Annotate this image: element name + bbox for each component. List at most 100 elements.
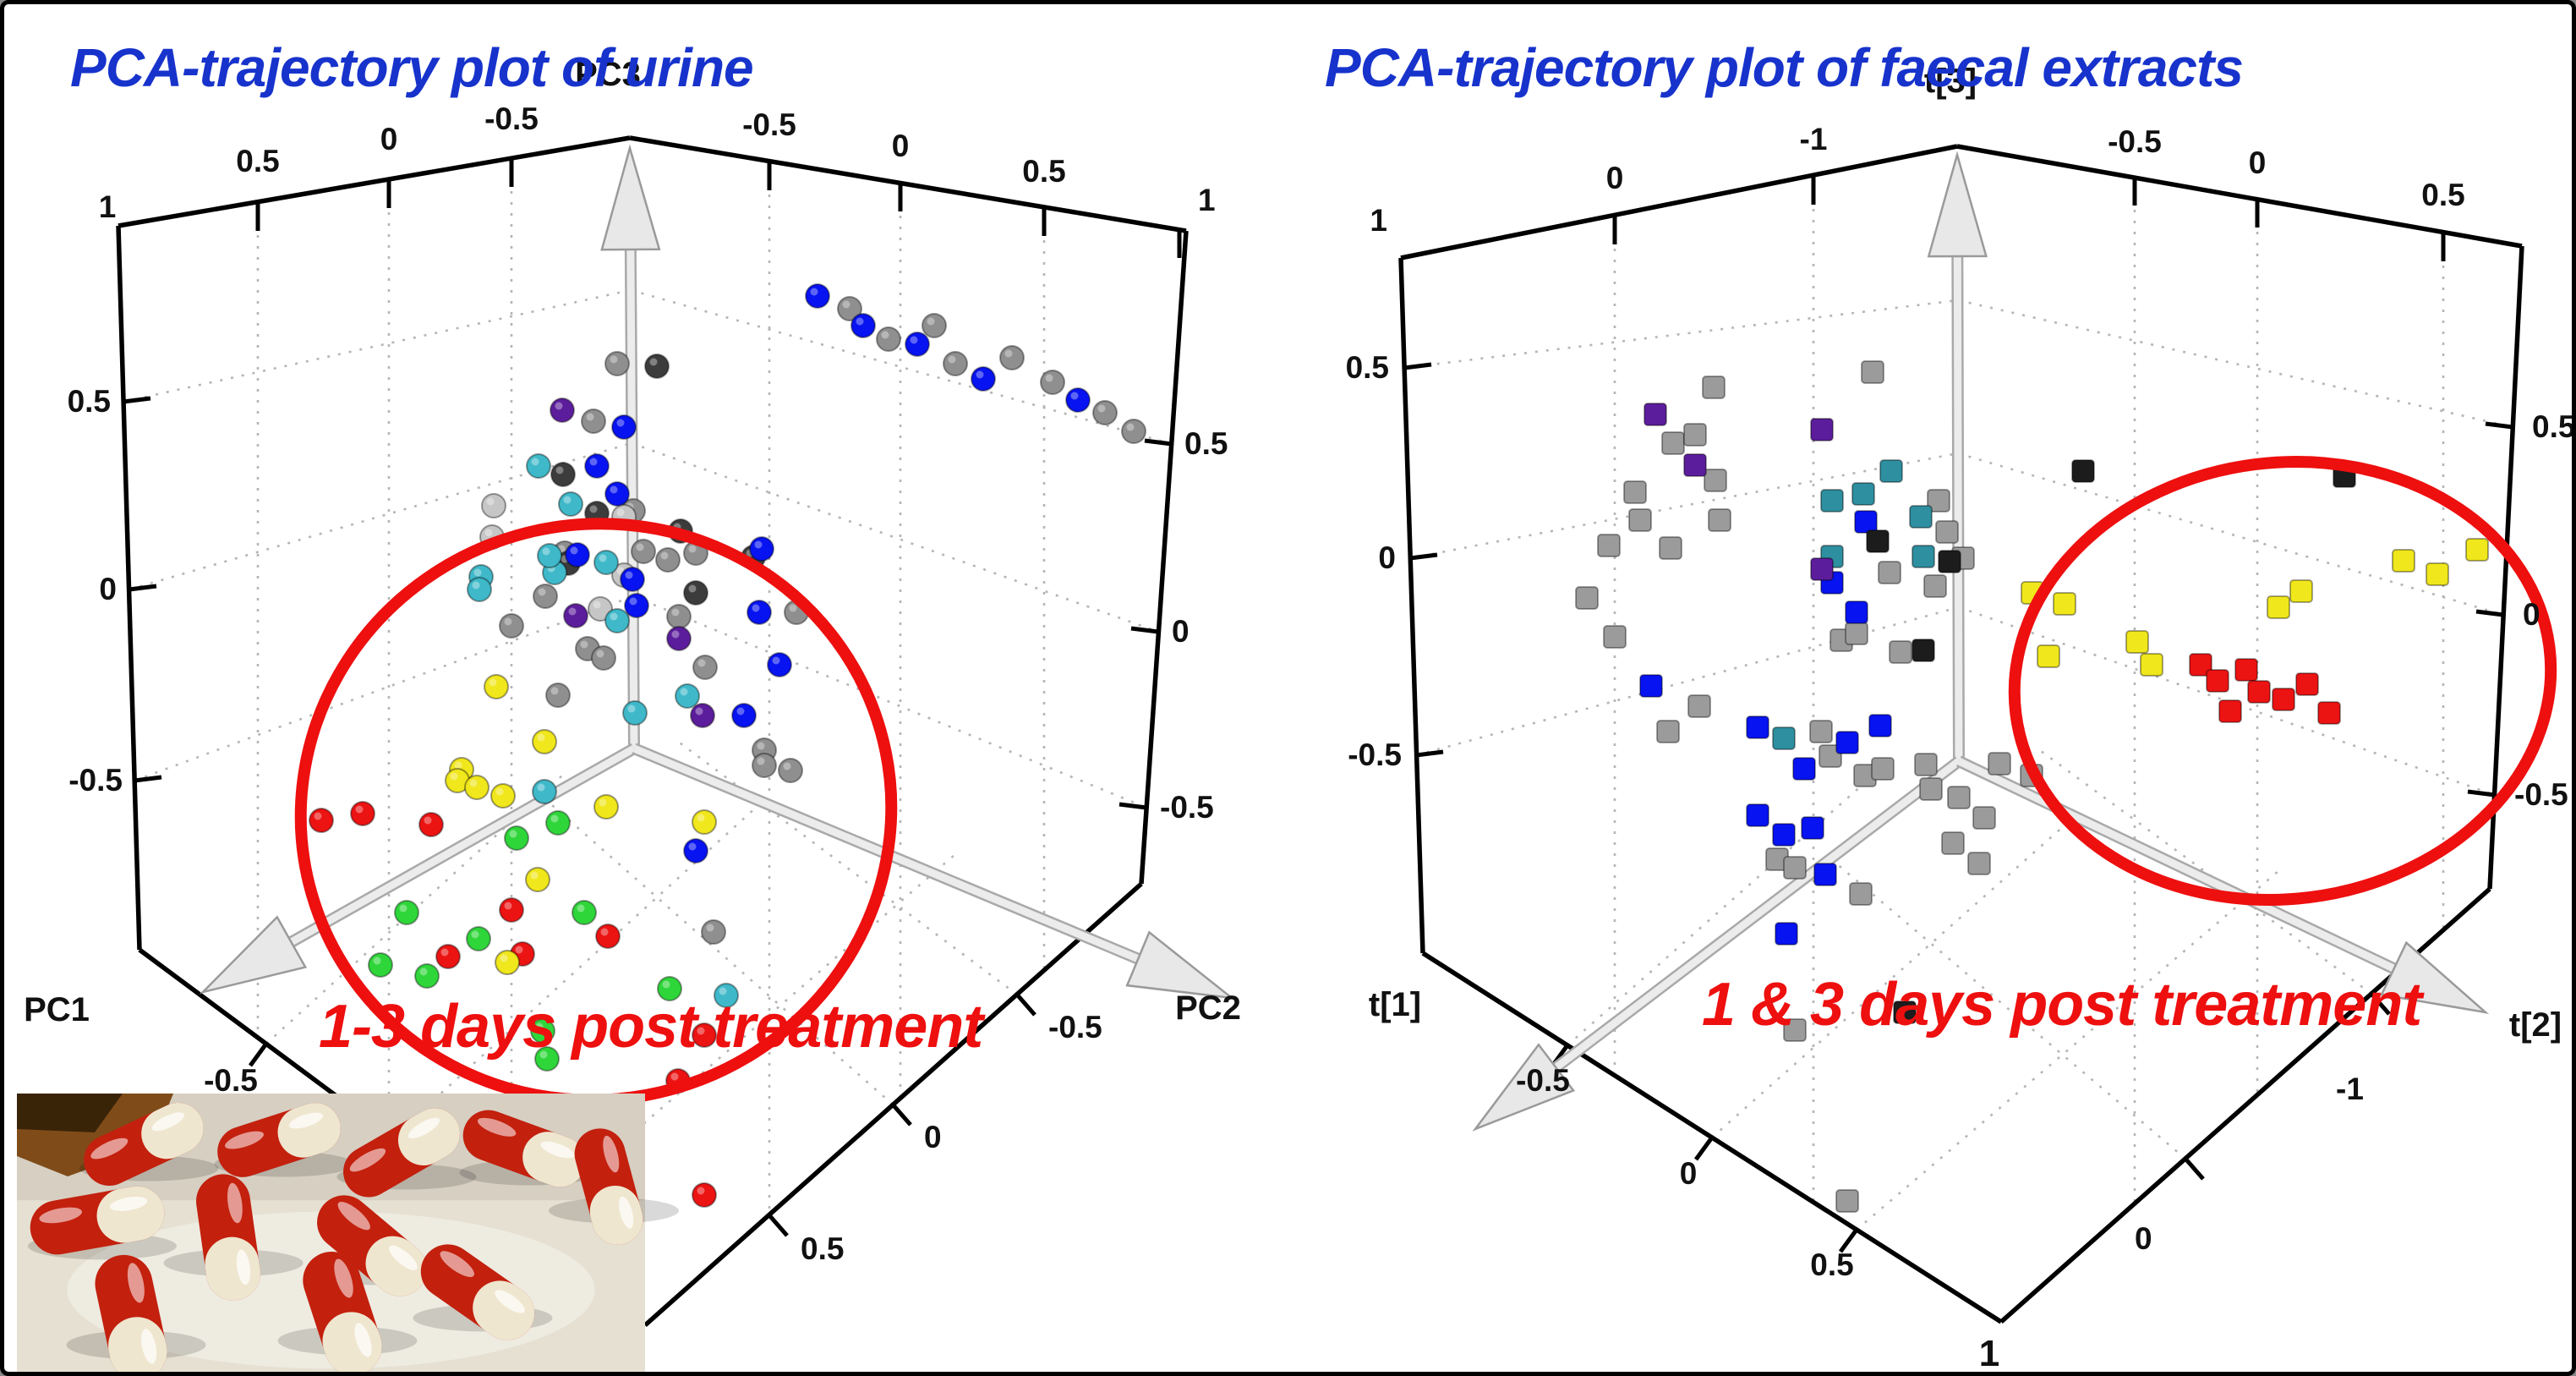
axis-tick-label: 0 <box>99 572 117 606</box>
data-point-sphere <box>692 1182 717 1208</box>
capsule <box>303 1252 382 1372</box>
data-point <box>657 976 682 1001</box>
data-point <box>850 313 876 338</box>
data-point-highlight <box>399 904 407 913</box>
data-point-cube <box>1575 586 1599 610</box>
data-point-sphere <box>499 613 524 639</box>
data-point-cube <box>2426 562 2449 586</box>
axis-tick-label: 0 <box>924 1120 942 1154</box>
axis-frame-line <box>629 135 1187 233</box>
data-point <box>545 683 571 708</box>
axis-tick-label: -1 <box>2336 1072 2364 1106</box>
axis-tick-mark <box>129 584 157 592</box>
data-point-highlight <box>736 707 745 715</box>
axis-tick-mark <box>1409 552 1438 561</box>
data-point-sphere <box>752 753 777 778</box>
data-point-highlight <box>688 584 697 593</box>
data-point-highlight <box>789 604 797 612</box>
data-point-highlight <box>471 930 479 939</box>
data-point-sphere <box>534 1046 560 1072</box>
data-point-cube <box>1603 625 1627 649</box>
data-point-sphere <box>466 926 491 951</box>
data-point-cube <box>1659 536 1682 560</box>
data-point-cube <box>1941 831 1965 855</box>
data-point-highlight <box>489 678 497 687</box>
data-point <box>481 493 506 518</box>
data-point-cube <box>2267 595 2290 619</box>
data-point-sphere <box>971 366 996 392</box>
data-point-highlight <box>586 413 594 421</box>
data-point <box>537 543 562 568</box>
data-point-sphere <box>558 491 583 517</box>
axis-tick-mark <box>768 1214 789 1237</box>
data-point-sphere <box>499 897 524 923</box>
data-point <box>683 580 708 606</box>
axis-tick-mark <box>2184 1157 2205 1181</box>
capsule <box>84 1102 204 1187</box>
data-point-highlight <box>504 617 512 626</box>
axis-tick-label: -0.5 <box>1160 790 1214 825</box>
data-point <box>495 950 520 975</box>
capsule-cream-half <box>108 1317 167 1372</box>
data-point-highlight <box>486 497 495 506</box>
data-point <box>350 801 375 826</box>
data-point-highlight <box>670 1072 679 1081</box>
axis-name-label: PC3 <box>575 56 641 93</box>
axis-tick-label: -0.5 <box>1516 1063 1570 1098</box>
data-point <box>922 313 947 338</box>
data-point-highlight <box>538 588 546 596</box>
capsule-glare <box>227 1182 243 1224</box>
data-point-highlight <box>570 546 578 555</box>
data-point-highlight <box>550 814 559 823</box>
data-point-sphere <box>563 603 588 628</box>
capsule-glare <box>110 1196 148 1211</box>
data-point-cube <box>1988 752 2011 776</box>
data-point-sphere <box>624 593 649 618</box>
data-point-cube <box>1623 480 1647 504</box>
data-point-cube <box>1893 1000 1917 1024</box>
data-point <box>731 703 757 728</box>
data-point-sphere <box>747 600 772 625</box>
data-point-highlight <box>593 600 601 609</box>
grid-line <box>1957 299 2513 429</box>
data-point <box>666 626 692 651</box>
data-point-sphere <box>905 332 930 357</box>
data-point-highlight <box>580 640 588 649</box>
data-point <box>620 567 645 592</box>
data-point-sphere <box>778 758 803 783</box>
axis-tick-label: 1 <box>1979 1333 1999 1374</box>
data-point-sphere <box>692 655 718 680</box>
data-point-cube <box>1813 863 1837 886</box>
data-point-sphere <box>850 313 876 338</box>
capsule-glare <box>389 1245 418 1271</box>
grid-line <box>134 595 634 782</box>
data-point-sphere <box>731 703 757 728</box>
data-point <box>309 808 334 833</box>
data-point-sphere <box>532 729 557 754</box>
data-point-highlight <box>976 370 984 379</box>
axis-tick-mark <box>1118 802 1147 810</box>
data-point-cube <box>1683 453 1707 477</box>
data-point-sphere <box>591 645 616 671</box>
data-point <box>467 577 492 602</box>
data-point-cube <box>1783 1018 1807 1042</box>
data-point-highlight <box>550 687 559 695</box>
data-point-highlight <box>424 816 432 825</box>
data-point-sphere <box>550 462 576 487</box>
data-point <box>593 794 619 820</box>
axis-tick-label: 1 <box>1370 203 1387 238</box>
data-point-sphere <box>504 825 529 851</box>
axis-tick-label: 1 <box>99 189 117 224</box>
data-point-cube <box>1656 720 1680 743</box>
axis-tick-label: -0.5 <box>68 763 123 798</box>
data-point-sphere <box>749 536 774 562</box>
data-point-highlight <box>495 787 504 796</box>
axis-tick-mark <box>2467 789 2496 798</box>
axis-tick-label: 0 <box>1680 1156 1698 1191</box>
data-point-cube <box>1866 529 1890 553</box>
data-point-cube <box>1835 1189 1859 1213</box>
left-annotation-text: 1-3 days post treatment <box>319 993 983 1061</box>
data-point-sphere <box>550 397 575 423</box>
data-point-highlight <box>616 567 625 575</box>
